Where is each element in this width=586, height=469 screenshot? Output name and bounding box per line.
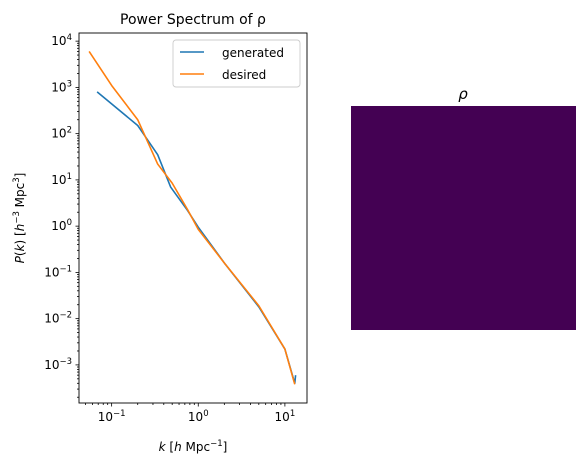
y-tick-label: 10−1 xyxy=(44,264,72,279)
axes-frame xyxy=(78,32,308,404)
x-axis-label: k [h Mpc−1] xyxy=(159,439,228,454)
y-tick-label: 103 xyxy=(51,79,72,94)
y-tick-label: 10−3 xyxy=(44,357,72,372)
legend: generated desired xyxy=(172,39,301,88)
legend-box xyxy=(172,39,301,88)
y-tick-label: 102 xyxy=(51,126,72,141)
y-ticks: 10−3 10−2 10−1 100 101 102 103 104 xyxy=(44,33,79,398)
series-line-desired xyxy=(88,50,296,385)
y-tick-label: 100 xyxy=(51,218,72,233)
series-line-generated xyxy=(96,91,297,385)
density-field-axes: ρ xyxy=(351,85,576,330)
x-tick-label: 10−1 xyxy=(98,409,126,424)
legend-label-generated: generated xyxy=(222,46,284,60)
y-tick-label: 104 xyxy=(51,33,72,48)
x-tick-label: 100 xyxy=(188,409,209,424)
density-field-heatmap xyxy=(351,106,576,330)
x-ticks: 10−1 100 101 xyxy=(85,403,296,424)
series-layer xyxy=(88,50,297,385)
y-tick-label: 101 xyxy=(51,172,72,187)
y-axis-label: P(k) [h−3 Mpc3] xyxy=(12,173,27,264)
y-tick-label: 10−2 xyxy=(44,311,72,326)
chart-title: Power Spectrum of ρ xyxy=(120,12,266,28)
power-spectrum-axes: Power Spectrum of ρ 10−1 100 101 10−310−21… xyxy=(12,12,308,454)
field-title: ρ xyxy=(458,85,468,103)
x-tick-label: 101 xyxy=(275,409,296,424)
legend-label-desired: desired xyxy=(222,68,266,82)
